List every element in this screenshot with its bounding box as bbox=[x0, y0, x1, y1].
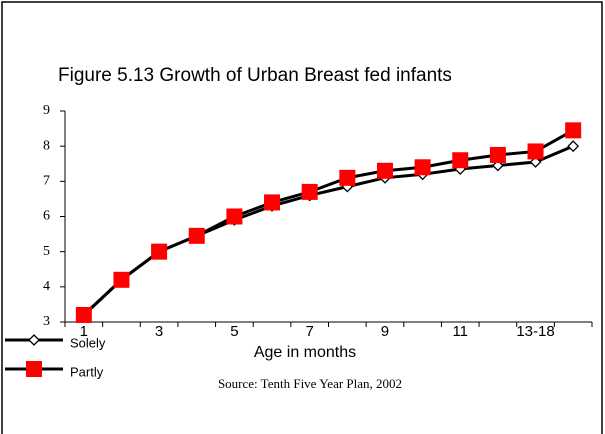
x-tick-label: 7 bbox=[306, 323, 314, 340]
point bbox=[339, 169, 356, 186]
y-tick-label: 7 bbox=[43, 174, 50, 189]
x-tick-label: 9 bbox=[381, 323, 389, 340]
chart-title: Figure 5.13 Growth of Urban Breast fed i… bbox=[58, 65, 452, 86]
point bbox=[452, 152, 469, 169]
point bbox=[491, 159, 504, 172]
x-tick-label: 11 bbox=[452, 323, 468, 340]
point bbox=[226, 208, 243, 225]
point bbox=[188, 227, 205, 244]
point bbox=[151, 243, 168, 260]
legend-label: Solely bbox=[70, 335, 106, 350]
legend-marker bbox=[28, 334, 40, 346]
source-note: Source: Tenth Five Year Plan, 2002 bbox=[218, 376, 402, 391]
point bbox=[529, 156, 542, 168]
point bbox=[113, 271, 130, 288]
point bbox=[75, 306, 92, 323]
point bbox=[489, 146, 506, 163]
y-tick-label: 9 bbox=[43, 103, 50, 118]
point bbox=[567, 140, 580, 153]
y-tick-label: 6 bbox=[43, 209, 50, 224]
point bbox=[264, 194, 281, 211]
series-line bbox=[82, 144, 574, 317]
point bbox=[414, 159, 431, 176]
x-tick-label: 13-18 bbox=[516, 323, 554, 340]
y-tick-label: 8 bbox=[43, 138, 50, 153]
y-tick-label: 3 bbox=[43, 314, 50, 329]
x-tick-label: 5 bbox=[230, 323, 238, 340]
point bbox=[565, 122, 582, 139]
x-tick-label: 1 bbox=[80, 323, 88, 340]
point bbox=[376, 162, 393, 179]
point bbox=[301, 183, 318, 200]
point bbox=[527, 143, 544, 160]
legend-marker bbox=[26, 361, 42, 377]
x-tick-label: 3 bbox=[155, 323, 163, 340]
y-tick-label: 5 bbox=[43, 244, 50, 259]
x-axis-label: Age in months bbox=[254, 344, 356, 361]
y-tick-label: 4 bbox=[43, 279, 50, 294]
legend-label: Partly bbox=[70, 364, 104, 379]
